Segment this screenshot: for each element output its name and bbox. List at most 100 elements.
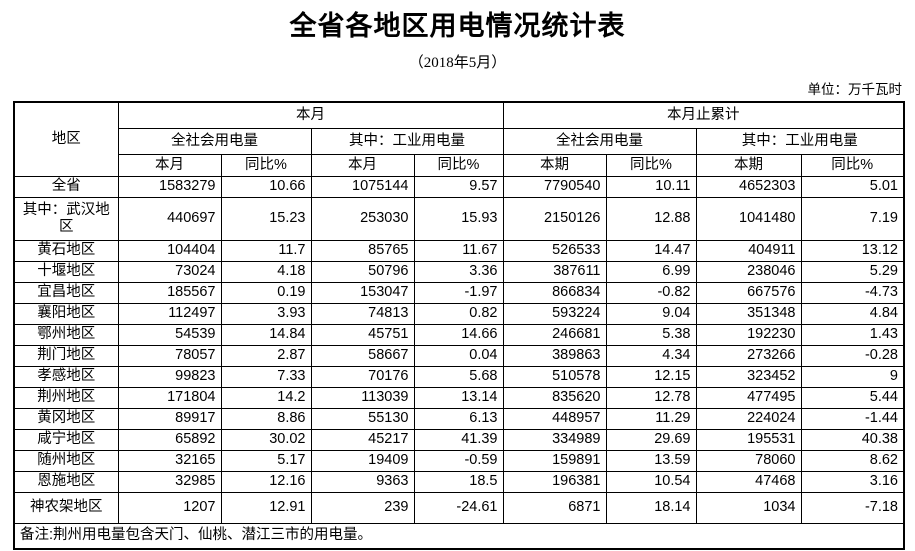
- table-row: 全省 1583279 10.66 1075144 9.57 7790540 10.11 465…: [13, 175, 905, 198]
- table-note: 备注:荆州用电量包含天门、仙桃、潜江三市的用电量。: [13, 522, 905, 550]
- cell-value-1: 5.17: [220, 449, 312, 472]
- cell-value-0: 440697: [117, 196, 222, 241]
- column-header-7: 同比%: [800, 153, 905, 177]
- cell-value-5: 9.04: [605, 302, 697, 325]
- cell-value-1: 2.87: [220, 344, 312, 367]
- column-header-4: 本期: [502, 153, 607, 177]
- cell-value-6: 238046: [695, 260, 802, 283]
- table-row: 宜昌地区 185567 0.19 153047 -1.97 866834 -0.82 6675…: [13, 281, 905, 304]
- cell-value-3: 6.13: [413, 407, 504, 430]
- table-foot: 备注:荆州用电量包含天门、仙桃、潜江三市的用电量。: [13, 522, 905, 550]
- table-row: 鄂州地区 54539 14.84 45751 14.66 246681 5.38 192230…: [13, 323, 905, 346]
- cell-value-0: 1207: [117, 491, 222, 524]
- cell-value-6: 192230: [695, 323, 802, 346]
- cell-value-0: 171804: [117, 386, 222, 409]
- header-row-group: 地区 本月 本月止累计: [13, 101, 905, 177]
- cell-value-3: 18.5: [413, 470, 504, 493]
- cell-value-3: 0.04: [413, 344, 504, 367]
- note-row: 备注:荆州用电量包含天门、仙桃、潜江三市的用电量。: [13, 522, 905, 550]
- cell-value-4: 2150126: [502, 196, 607, 241]
- cell-value-3: 11.67: [413, 239, 504, 262]
- cell-value-6: 1034: [695, 491, 802, 524]
- cell-value-2: 74813: [310, 302, 415, 325]
- cell-region: 宜昌地区: [13, 281, 119, 304]
- cell-value-7: 5.01: [800, 175, 905, 198]
- header-row-columns: 本月 同比% 本月 同比% 本期 同比% 本期 同比%: [14, 153, 905, 177]
- column-header-3: 同比%: [413, 153, 504, 177]
- cell-value-5: 10.11: [605, 175, 697, 198]
- table-row: 襄阳地区 112497 3.93 74813 0.82 593224 9.04 351348 4…: [13, 302, 905, 325]
- cell-value-4: 246681: [502, 323, 607, 346]
- cell-value-1: 10.66: [220, 175, 312, 198]
- cell-value-2: 70176: [310, 365, 415, 388]
- cell-value-2: 153047: [310, 281, 415, 304]
- cell-value-3: -24.61: [413, 491, 504, 524]
- subgroup-header-industry-month: 其中：工业用电量: [310, 127, 504, 155]
- cell-value-4: 389863: [502, 344, 607, 367]
- cell-value-5: 14.47: [605, 239, 697, 262]
- cell-value-6: 667576: [695, 281, 802, 304]
- cell-region: 荆门地区: [13, 344, 119, 367]
- cell-value-1: 14.2: [220, 386, 312, 409]
- cell-value-7: -0.28: [800, 344, 905, 367]
- cell-region: 十堰地区: [13, 260, 119, 283]
- cell-value-7: 5.44: [800, 386, 905, 409]
- table-row: 随州地区 32165 5.17 19409 -0.59 159891 13.59 78060 8…: [13, 449, 905, 472]
- table-row: 荆州地区 171804 14.2 113039 13.14 835620 12.78 4774…: [13, 386, 905, 409]
- table-row: 咸宁地区 65892 30.02 45217 41.39 334989 29.69 19553…: [13, 428, 905, 451]
- cell-value-4: 196381: [502, 470, 607, 493]
- cell-value-4: 835620: [502, 386, 607, 409]
- cell-value-6: 323452: [695, 365, 802, 388]
- table-row: 恩施地区 32985 12.16 9363 18.5 196381 10.54 47468 3.…: [13, 470, 905, 493]
- cell-value-7: -4.73: [800, 281, 905, 304]
- cell-value-7: 3.16: [800, 470, 905, 493]
- page-subtitle: （2018年5月）: [408, 54, 507, 71]
- cell-value-6: 477495: [695, 386, 802, 409]
- cell-value-4: 387611: [502, 260, 607, 283]
- cell-value-3: 5.68: [413, 365, 504, 388]
- cell-value-4: 866834: [502, 281, 607, 304]
- cell-value-3: -0.59: [413, 449, 504, 472]
- cell-value-7: 1.43: [800, 323, 905, 346]
- cell-value-5: 29.69: [605, 428, 697, 451]
- cell-region: 咸宁地区: [13, 428, 119, 451]
- cell-value-2: 253030: [310, 196, 415, 241]
- page-title: 全省各地区用电情况统计表: [289, 11, 626, 41]
- cell-region: 鄂州地区: [13, 323, 119, 346]
- cell-value-7: -7.18: [800, 491, 905, 524]
- cell-value-3: 14.66: [413, 323, 504, 346]
- table-row: 荆门地区 78057 2.87 58667 0.04 389863 4.34 273266 -0…: [13, 344, 905, 367]
- cell-value-3: 3.36: [413, 260, 504, 283]
- cell-value-7: 13.12: [800, 239, 905, 262]
- cell-region: 全省: [13, 175, 119, 198]
- cell-value-6: 273266: [695, 344, 802, 367]
- cell-value-7: 5.29: [800, 260, 905, 283]
- cell-value-1: 7.33: [220, 365, 312, 388]
- cell-region: 神农架地区: [13, 491, 119, 524]
- cell-value-6: 351348: [695, 302, 802, 325]
- cell-value-2: 113039: [310, 386, 415, 409]
- table-row: 孝感地区 99823 7.33 70176 5.68 510578 12.15 323452 9: [13, 365, 905, 388]
- cell-value-2: 19409: [310, 449, 415, 472]
- cell-value-6: 404911: [695, 239, 802, 262]
- cell-value-2: 55130: [310, 407, 415, 430]
- table-row: 神农架地区 1207 12.91 239 -24.61 6871 18.14 1034 -7.1…: [13, 491, 905, 524]
- cell-region: 随州地区: [13, 449, 119, 472]
- cell-value-5: 12.88: [605, 196, 697, 241]
- cell-region: 襄阳地区: [13, 302, 119, 325]
- cell-region: 其中：武汉地区: [13, 196, 119, 241]
- cell-value-0: 32165: [117, 449, 222, 472]
- cell-value-6: 4652303: [695, 175, 802, 198]
- group-header-current-month: 本月: [117, 101, 504, 129]
- cell-value-0: 112497: [117, 302, 222, 325]
- cell-value-5: 5.38: [605, 323, 697, 346]
- cell-value-4: 448957: [502, 407, 607, 430]
- header-row-subgroup: 全社会用电量 其中：工业用电量 全社会用电量 其中：工业用电量: [14, 127, 905, 155]
- cell-value-4: 526533: [502, 239, 607, 262]
- cell-value-2: 45751: [310, 323, 415, 346]
- column-header-region: 地区: [13, 101, 119, 177]
- cell-value-2: 9363: [310, 470, 415, 493]
- cell-value-3: 15.93: [413, 196, 504, 241]
- cell-value-6: 47468: [695, 470, 802, 493]
- cell-value-0: 1583279: [117, 175, 222, 198]
